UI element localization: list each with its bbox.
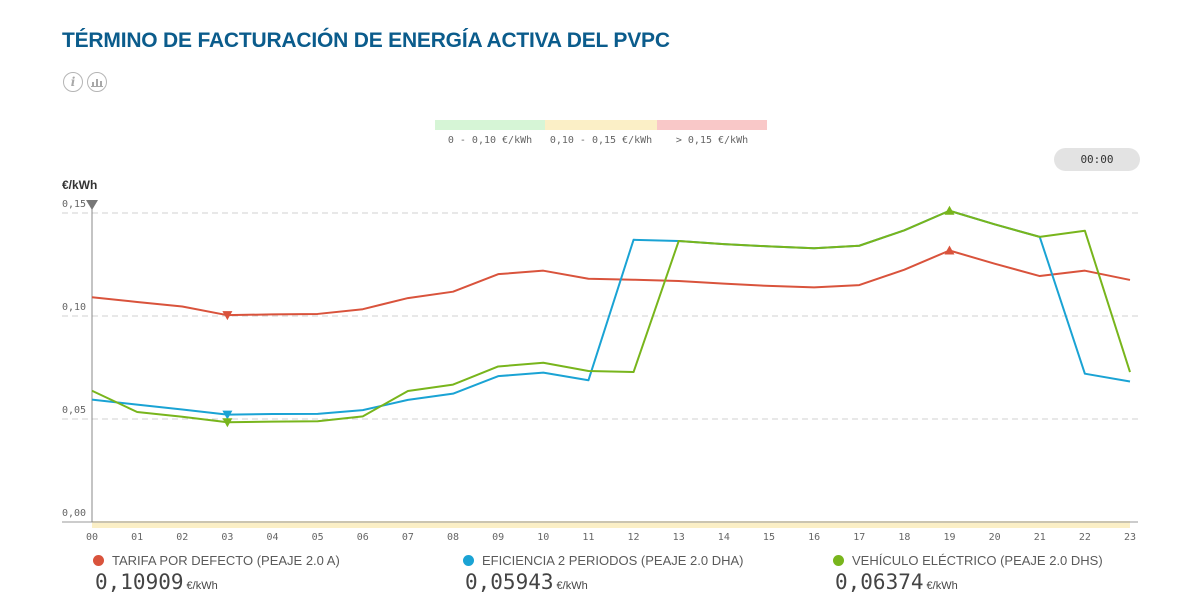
price-scale-high-swatch bbox=[657, 120, 767, 130]
series-name-eficiencia: EFICIENCIA 2 PERIODOS (PEAJE 2.0 DHA) bbox=[463, 553, 744, 568]
series-marker-min bbox=[222, 410, 233, 420]
x-tick-label: 11 bbox=[582, 532, 594, 543]
series-marker-min bbox=[222, 418, 233, 428]
series-value-unit-tarifa: €/kWh bbox=[186, 580, 218, 592]
series-name-tarifa: TARIFA POR DEFECTO (PEAJE 2.0 A) bbox=[93, 553, 340, 568]
series-dot-eficiencia bbox=[463, 555, 474, 566]
price-scale-high: > 0,15 €/kWh bbox=[657, 120, 767, 146]
y-tick-label: 0,05 bbox=[62, 405, 86, 416]
series-value-number-vehiculo: 0,06374 bbox=[835, 570, 924, 594]
bar-chart-icon[interactable] bbox=[87, 72, 107, 92]
x-axis-band bbox=[92, 521, 1130, 528]
price-scale-legend: 0 - 0,10 €/kWh 0,10 - 0,15 €/kWh > 0,15 … bbox=[435, 120, 767, 146]
x-tick-label: 05 bbox=[312, 532, 324, 543]
series-value-number-eficiencia: 0,05943 bbox=[465, 570, 554, 594]
x-tick-label: 17 bbox=[853, 532, 865, 543]
x-tick-label: 16 bbox=[808, 532, 820, 543]
x-tick-label: 08 bbox=[447, 532, 459, 543]
series-value-vehiculo: 0,06374 €/kWh bbox=[833, 570, 1103, 594]
series-marker-max bbox=[944, 205, 955, 215]
series-value-tarifa: 0,10909 €/kWh bbox=[93, 570, 340, 594]
x-tick-label: 13 bbox=[673, 532, 685, 543]
y-axis-label: €/kWh bbox=[62, 178, 98, 192]
price-scale-mid-swatch bbox=[545, 120, 657, 130]
price-scale-high-label: > 0,15 €/kWh bbox=[675, 135, 749, 146]
series-line-0 bbox=[91, 249, 1131, 317]
x-tick-label: 19 bbox=[943, 532, 955, 543]
info-icon[interactable]: i bbox=[63, 72, 83, 92]
x-tick-label: 21 bbox=[1034, 532, 1046, 543]
series-legend-eficiencia: EFICIENCIA 2 PERIODOS (PEAJE 2.0 DHA) 0,… bbox=[463, 553, 744, 594]
x-tick-label: 15 bbox=[763, 532, 775, 543]
x-tick-label: 01 bbox=[131, 532, 143, 543]
x-tick-label: 07 bbox=[402, 532, 414, 543]
bar-chart-glyph bbox=[91, 79, 103, 87]
series-dot-tarifa bbox=[93, 555, 104, 566]
series-label-tarifa: TARIFA POR DEFECTO (PEAJE 2.0 A) bbox=[112, 553, 340, 568]
x-tick-label: 20 bbox=[989, 532, 1001, 543]
series-marker-max bbox=[944, 245, 955, 255]
time-selector[interactable]: 00:00 bbox=[1054, 148, 1140, 171]
series-line-2 bbox=[91, 209, 1131, 424]
price-scale-low: 0 - 0,10 €/kWh bbox=[435, 120, 545, 146]
series-legend-tarifa: TARIFA POR DEFECTO (PEAJE 2.0 A) 0,10909… bbox=[93, 553, 340, 594]
series-legend-vehiculo: VEHÍCULO ELÉCTRICO (PEAJE 2.0 DHS) 0,063… bbox=[833, 553, 1103, 594]
series-value-number-tarifa: 0,10909 bbox=[95, 570, 184, 594]
x-tick-label: 18 bbox=[898, 532, 910, 543]
price-scale-low-swatch bbox=[435, 120, 545, 130]
price-scale-mid: 0,10 - 0,15 €/kWh bbox=[545, 120, 657, 146]
x-tick-label: 03 bbox=[221, 532, 233, 543]
series-name-vehiculo: VEHÍCULO ELÉCTRICO (PEAJE 2.0 DHS) bbox=[833, 553, 1103, 568]
x-tick-label: 04 bbox=[266, 532, 278, 543]
x-tick-label: 00 bbox=[86, 532, 98, 543]
x-tick-label: 12 bbox=[628, 532, 640, 543]
series-dot-vehiculo bbox=[833, 555, 844, 566]
y-tick-label: 0,15 bbox=[62, 199, 86, 210]
x-tick-label: 06 bbox=[357, 532, 369, 543]
series-label-eficiencia: EFICIENCIA 2 PERIODOS (PEAJE 2.0 DHA) bbox=[482, 553, 744, 568]
x-tick-label: 14 bbox=[718, 532, 730, 543]
series-value-unit-vehiculo: €/kWh bbox=[926, 580, 958, 592]
y-tick-label: 0,10 bbox=[62, 302, 86, 313]
series-label-vehiculo: VEHÍCULO ELÉCTRICO (PEAJE 2.0 DHS) bbox=[852, 553, 1103, 568]
line-chart: 0,00 0,05 0,10 0,15 00 01 02 03 04 05 06 07 08 09 10 11… bbox=[62, 199, 1138, 543]
page-title: TÉRMINO DE FACTURACIÓN DE ENERGÍA ACTIVA… bbox=[62, 29, 670, 52]
price-scale-low-label: 0 - 0,10 €/kWh bbox=[447, 135, 533, 146]
x-tick-label: 22 bbox=[1079, 532, 1091, 543]
series-marker-min bbox=[222, 311, 233, 321]
series-value-eficiencia: 0,05943 €/kWh bbox=[463, 570, 744, 594]
x-tick-label: 10 bbox=[537, 532, 549, 543]
series-line-1 bbox=[91, 209, 1131, 416]
time-cursor-marker bbox=[86, 200, 98, 210]
y-tick-label: 0,00 bbox=[62, 508, 86, 519]
x-tick-label: 02 bbox=[176, 532, 188, 543]
price-scale-mid-label: 0,10 - 0,15 €/kWh bbox=[549, 135, 653, 146]
x-tick-label: 09 bbox=[492, 532, 504, 543]
series-value-unit-eficiencia: €/kWh bbox=[556, 580, 588, 592]
x-tick-label: 23 bbox=[1124, 532, 1136, 543]
